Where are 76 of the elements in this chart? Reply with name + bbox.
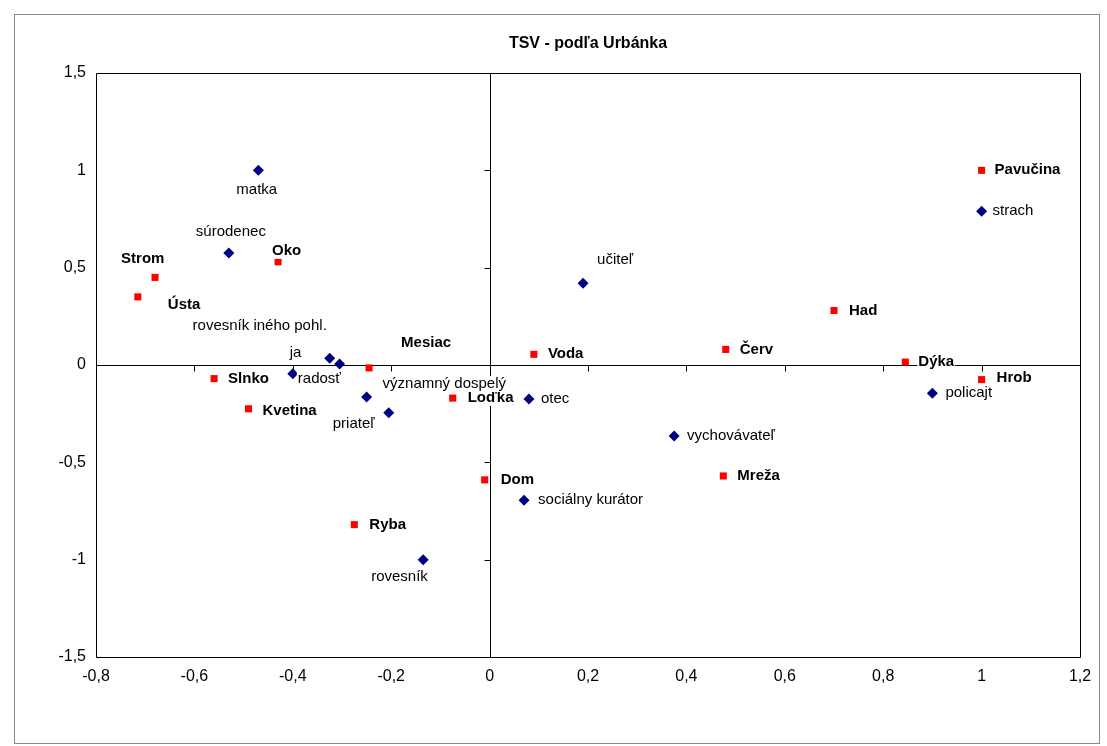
- chart-title: TSV - podľa Urbánka: [508, 34, 668, 52]
- point: [210, 375, 218, 383]
- y-tick-label: 1,5: [63, 63, 87, 81]
- data-label: sociálny kurátor: [538, 490, 644, 508]
- x-tick-label: 0: [485, 667, 495, 685]
- data-label: Červ: [739, 339, 774, 357]
- point: [383, 407, 395, 419]
- point: [350, 521, 358, 529]
- data-label: Mesiac: [401, 333, 452, 351]
- point: [518, 494, 530, 506]
- y-tick-label: -1: [71, 550, 87, 568]
- data-label: ja: [288, 343, 303, 361]
- data-label: významný dospelý: [382, 374, 507, 392]
- y-tick-label: 0,5: [63, 258, 87, 276]
- point: [901, 358, 909, 366]
- point: [523, 393, 535, 405]
- data-label: učiteľ: [597, 250, 634, 268]
- x-tick-label: 0,6: [773, 667, 797, 685]
- point: [134, 293, 142, 301]
- data-label: Dom: [500, 469, 535, 487]
- y-tick-label: 0: [77, 355, 87, 373]
- x-tick-label: -0,2: [377, 667, 406, 685]
- point: [978, 166, 986, 174]
- data-label: Voda: [547, 344, 585, 362]
- point: [926, 387, 938, 399]
- data-label: Oko: [272, 240, 302, 258]
- data-label: Ryba: [369, 514, 407, 532]
- point: [722, 345, 730, 353]
- data-label: rovesník iného pohl.: [192, 316, 327, 334]
- point: [334, 358, 346, 370]
- data-label: Had: [849, 300, 878, 318]
- data-label: Ústa: [167, 295, 201, 313]
- x-tick-label: -0,8: [82, 667, 110, 685]
- data-label: policajt: [945, 383, 993, 401]
- data-label: Slnko: [228, 368, 269, 386]
- x-tick-label: 0,8: [872, 667, 895, 685]
- point: [365, 364, 373, 372]
- data-label: Dýka: [918, 352, 955, 370]
- point: [361, 391, 373, 403]
- x-tick-label: 1,2: [1068, 667, 1092, 685]
- x-tick-label: -0,4: [279, 667, 307, 685]
- point: [481, 476, 489, 484]
- point: [978, 376, 986, 384]
- data-label: Hrob: [996, 367, 1032, 385]
- point: [830, 306, 838, 315]
- point: [244, 405, 253, 413]
- point: [449, 394, 457, 402]
- point: [252, 164, 264, 176]
- point: [668, 430, 680, 442]
- point: [577, 277, 589, 289]
- y-tick-label: -1,5: [58, 647, 87, 665]
- point: [223, 247, 235, 259]
- data-label: radosť: [297, 368, 342, 386]
- data-label: Kvetina: [262, 400, 318, 418]
- data-label: matka: [236, 180, 278, 198]
- data-label: strach: [992, 201, 1034, 219]
- data-label: súrodenec: [195, 222, 267, 240]
- point: [417, 554, 429, 566]
- y-tick-label: 1: [77, 160, 87, 178]
- point: [530, 350, 538, 358]
- data-label: vychovávateľ: [687, 426, 776, 444]
- data-label: Strom: [121, 248, 165, 266]
- x-tick-label: 0,4: [675, 667, 698, 685]
- data-label: priateľ: [332, 413, 376, 431]
- data-label: rovesník: [371, 566, 429, 584]
- point: [324, 352, 336, 364]
- data-label: Mreža: [737, 466, 781, 484]
- data-label: otec: [540, 389, 570, 407]
- x-tick-label: 0,2: [576, 667, 600, 685]
- data-label: Pavučina: [994, 160, 1062, 178]
- x-tick-label: -0,6: [180, 667, 209, 685]
- point: [151, 273, 159, 281]
- x-tick-label: 1: [977, 667, 987, 685]
- y-tick-label: -0,5: [58, 452, 87, 470]
- point: [976, 205, 988, 217]
- point: [719, 472, 727, 480]
